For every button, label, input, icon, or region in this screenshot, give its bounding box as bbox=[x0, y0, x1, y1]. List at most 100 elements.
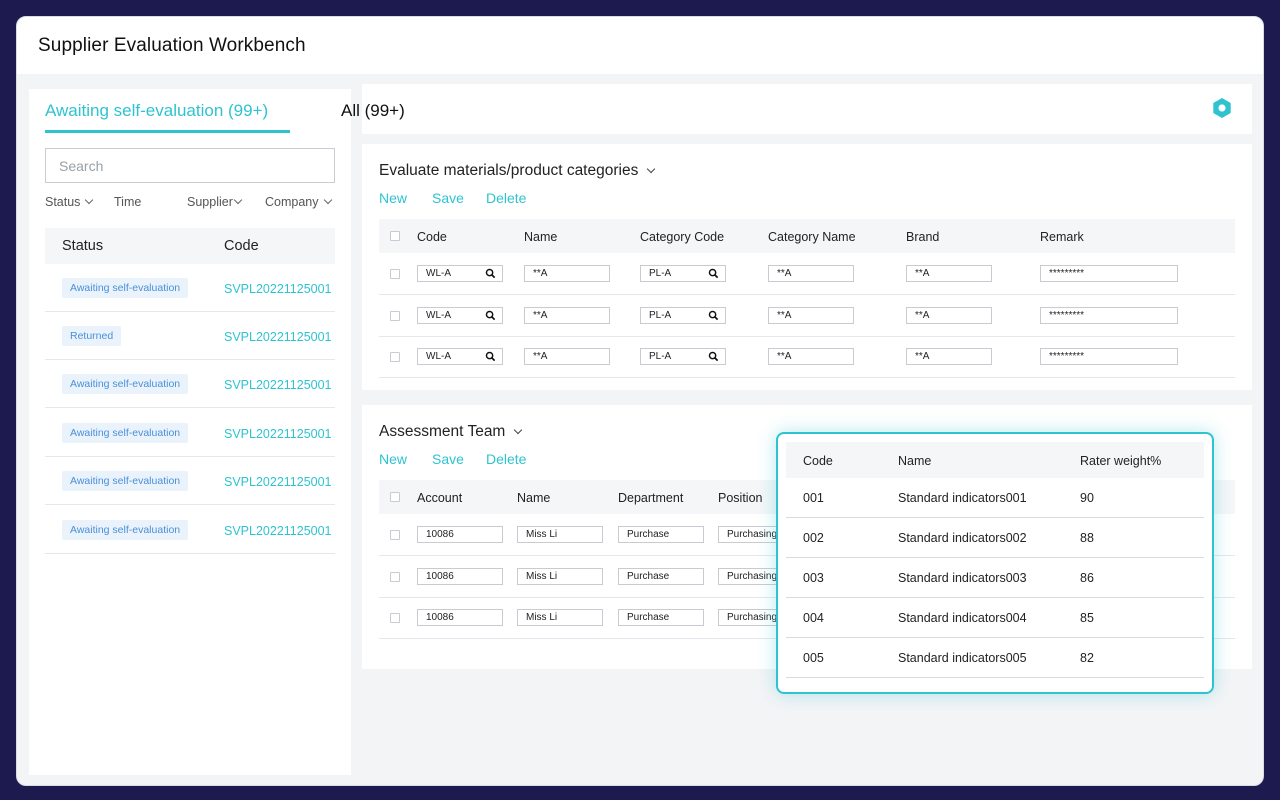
indicator-code: 004 bbox=[803, 611, 824, 625]
search-icon[interactable] bbox=[708, 268, 719, 279]
remark-field[interactable]: ********* bbox=[1040, 307, 1178, 324]
department-field[interactable]: Purchase bbox=[618, 609, 704, 626]
category-name-field[interactable]: **A bbox=[768, 307, 854, 324]
assessment-team-section-title[interactable]: Assessment Team bbox=[379, 423, 523, 441]
materials-delete-button[interactable]: Delete bbox=[486, 190, 527, 206]
column-header-name: Name bbox=[524, 230, 558, 244]
row-checkbox[interactable] bbox=[390, 269, 400, 279]
column-header-category-name: Category Name bbox=[768, 230, 856, 244]
column-header-brand: Brand bbox=[906, 230, 940, 244]
table-row[interactable]: 002 Standard indicators002 88 bbox=[786, 518, 1204, 558]
category-name-field[interactable]: **A bbox=[768, 265, 854, 282]
department-field[interactable]: Purchase bbox=[618, 568, 704, 585]
table-row[interactable]: 001 Standard indicators001 90 bbox=[786, 478, 1204, 518]
row-checkbox[interactable] bbox=[390, 530, 400, 540]
table-row[interactable]: Awaiting self-evaluation SVPL20221125001 bbox=[45, 506, 335, 554]
supplier-filter[interactable]: Supplier bbox=[187, 195, 243, 209]
status-filter[interactable]: Status bbox=[45, 195, 94, 209]
record-code-link[interactable]: SVPL20221125001 bbox=[224, 427, 332, 441]
search-icon[interactable] bbox=[485, 351, 496, 362]
record-code-link[interactable]: SVPL20221125001 bbox=[224, 475, 332, 489]
name-field[interactable]: **A bbox=[524, 348, 610, 365]
status-badge: Awaiting self-evaluation bbox=[62, 278, 189, 298]
search-icon[interactable] bbox=[708, 351, 719, 362]
table-row[interactable]: Awaiting self-evaluation SVPL20221125001 bbox=[45, 457, 335, 505]
category-name-field[interactable]: **A bbox=[768, 348, 854, 365]
record-code-link[interactable]: SVPL20221125001 bbox=[224, 524, 332, 538]
name-field[interactable]: **A bbox=[524, 265, 610, 282]
table-row[interactable]: 005 Standard indicators005 82 bbox=[786, 638, 1204, 678]
team-save-button[interactable]: Save bbox=[432, 451, 464, 467]
column-header-status: Status bbox=[62, 238, 104, 254]
app-window: Supplier Evaluation Workbench Awaiting s… bbox=[16, 16, 1264, 786]
table-row: WL-A **A PL-A **A **A ********* bbox=[379, 253, 1235, 295]
name-field[interactable]: **A bbox=[524, 307, 610, 324]
table-row[interactable]: Awaiting self-evaluation SVPL20221125001 bbox=[45, 409, 335, 457]
record-code-link[interactable]: SVPL20221125001 bbox=[224, 378, 332, 392]
code-lookup-field[interactable]: WL-A bbox=[417, 307, 503, 324]
code-lookup-field[interactable]: WL-A bbox=[417, 265, 503, 282]
search-input[interactable] bbox=[45, 148, 335, 183]
category-code-value: PL-A bbox=[649, 310, 672, 321]
table-row[interactable]: Awaiting self-evaluation SVPL20221125001 bbox=[45, 264, 335, 312]
status-badge: Awaiting self-evaluation bbox=[62, 374, 189, 394]
table-row[interactable]: 004 Standard indicators004 85 bbox=[786, 598, 1204, 638]
tab-all[interactable]: All (99+) bbox=[341, 101, 405, 120]
category-code-value: PL-A bbox=[649, 268, 672, 279]
search-icon[interactable] bbox=[708, 310, 719, 321]
brand-field[interactable]: **A bbox=[906, 265, 992, 282]
hexagon-settings-icon[interactable] bbox=[1211, 97, 1233, 119]
rater-weight-value: 82 bbox=[1080, 651, 1094, 665]
left-table-header: Status Code bbox=[45, 228, 335, 264]
chevron-down-icon bbox=[323, 195, 332, 205]
account-field[interactable]: 10086 bbox=[417, 568, 503, 585]
remark-field[interactable]: ********* bbox=[1040, 265, 1178, 282]
status-filter-label: Status bbox=[45, 195, 81, 209]
tab-awaiting-self-evaluation[interactable]: Awaiting self-evaluation (99+) bbox=[45, 101, 269, 120]
status-badge: Awaiting self-evaluation bbox=[62, 471, 189, 491]
time-filter[interactable]: Time bbox=[114, 195, 141, 209]
department-field[interactable]: Purchase bbox=[618, 526, 704, 543]
materials-section-title[interactable]: Evaluate materials/product categories bbox=[379, 162, 656, 180]
select-all-checkbox[interactable] bbox=[390, 492, 400, 502]
column-header-name: Name bbox=[898, 454, 932, 468]
record-code-link[interactable]: SVPL20221125001 bbox=[224, 330, 332, 344]
select-all-checkbox[interactable] bbox=[390, 231, 400, 241]
category-code-lookup-field[interactable]: PL-A bbox=[640, 307, 726, 324]
account-field[interactable]: 10086 bbox=[417, 526, 503, 543]
account-field[interactable]: 10086 bbox=[417, 609, 503, 626]
record-code-link[interactable]: SVPL20221125001 bbox=[224, 282, 332, 296]
row-checkbox[interactable] bbox=[390, 613, 400, 623]
team-new-button[interactable]: New bbox=[379, 451, 408, 467]
code-lookup-field[interactable]: WL-A bbox=[417, 348, 503, 365]
page-title: Supplier Evaluation Workbench bbox=[38, 34, 306, 56]
remark-field[interactable]: ********* bbox=[1040, 348, 1178, 365]
column-header-code: Code bbox=[803, 454, 833, 468]
indicator-name: Standard indicators003 bbox=[898, 571, 1027, 585]
search-icon[interactable] bbox=[485, 310, 496, 321]
brand-field[interactable]: **A bbox=[906, 348, 992, 365]
materials-new-button[interactable]: New bbox=[379, 190, 408, 206]
name-field[interactable]: Miss Li bbox=[517, 568, 603, 585]
table-row[interactable]: Awaiting self-evaluation SVPL20221125001 bbox=[45, 360, 335, 408]
table-row: WL-A **A PL-A **A **A ********* bbox=[379, 336, 1235, 378]
brand-field[interactable]: **A bbox=[906, 307, 992, 324]
row-checkbox[interactable] bbox=[390, 352, 400, 362]
row-checkbox[interactable] bbox=[390, 311, 400, 321]
category-code-lookup-field[interactable]: PL-A bbox=[640, 265, 726, 282]
chevron-down-icon bbox=[85, 195, 94, 205]
column-header-account: Account bbox=[417, 491, 463, 505]
materials-save-button[interactable]: Save bbox=[432, 190, 464, 206]
name-field[interactable]: Miss Li bbox=[517, 609, 603, 626]
category-code-lookup-field[interactable]: PL-A bbox=[640, 348, 726, 365]
name-field[interactable]: Miss Li bbox=[517, 526, 603, 543]
table-row[interactable]: 003 Standard indicators003 86 bbox=[786, 558, 1204, 598]
indicator-code: 003 bbox=[803, 571, 824, 585]
time-filter-label: Time bbox=[114, 195, 142, 209]
team-delete-button[interactable]: Delete bbox=[486, 451, 527, 467]
company-filter[interactable]: Company bbox=[265, 195, 332, 209]
table-row[interactable]: Returned SVPL20221125001 bbox=[45, 312, 335, 360]
chevron-down-icon bbox=[514, 425, 523, 435]
search-icon[interactable] bbox=[485, 268, 496, 279]
row-checkbox[interactable] bbox=[390, 572, 400, 582]
